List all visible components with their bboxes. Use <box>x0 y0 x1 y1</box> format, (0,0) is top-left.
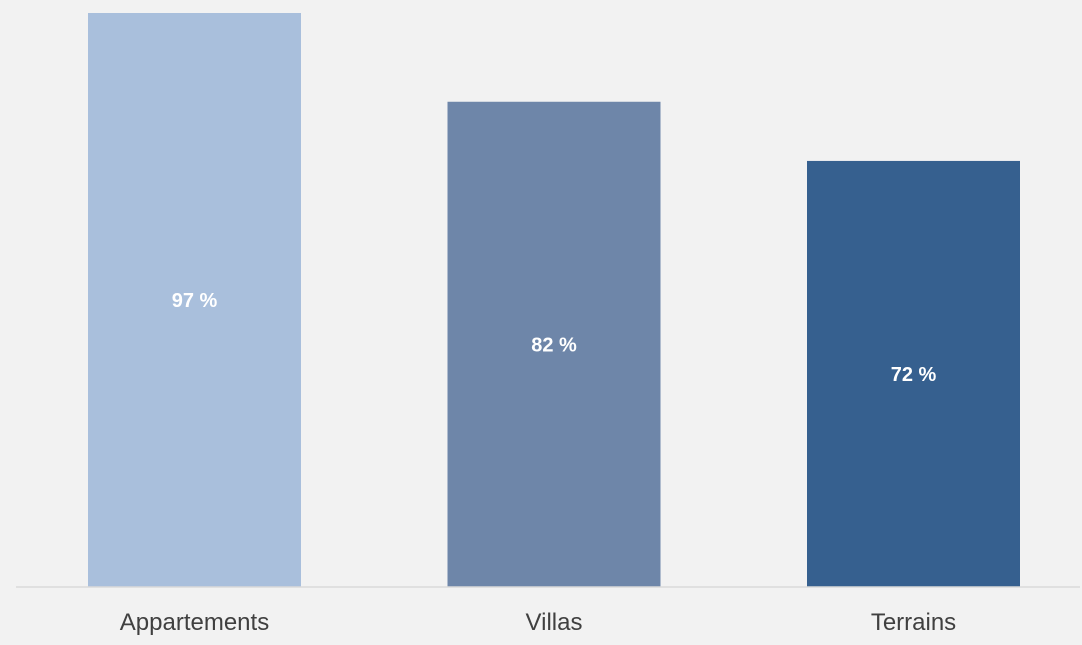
data-label-appartements: 97 % <box>172 290 218 312</box>
bar-terrains <box>807 160 1020 587</box>
bar-villas <box>447 101 661 588</box>
data-label-villas: 82 % <box>531 334 577 356</box>
bar-appartements <box>88 13 301 587</box>
category-label-appartements: Appartements <box>120 609 269 636</box>
bars-layer <box>88 13 1020 588</box>
labels-layer: 97 % Appartements 82 % Villas 72 % Terrains <box>120 290 956 636</box>
data-label-terrains: 72 % <box>891 364 937 386</box>
category-label-terrains: Terrains <box>871 609 956 636</box>
category-label-villas: Villas <box>526 609 583 636</box>
